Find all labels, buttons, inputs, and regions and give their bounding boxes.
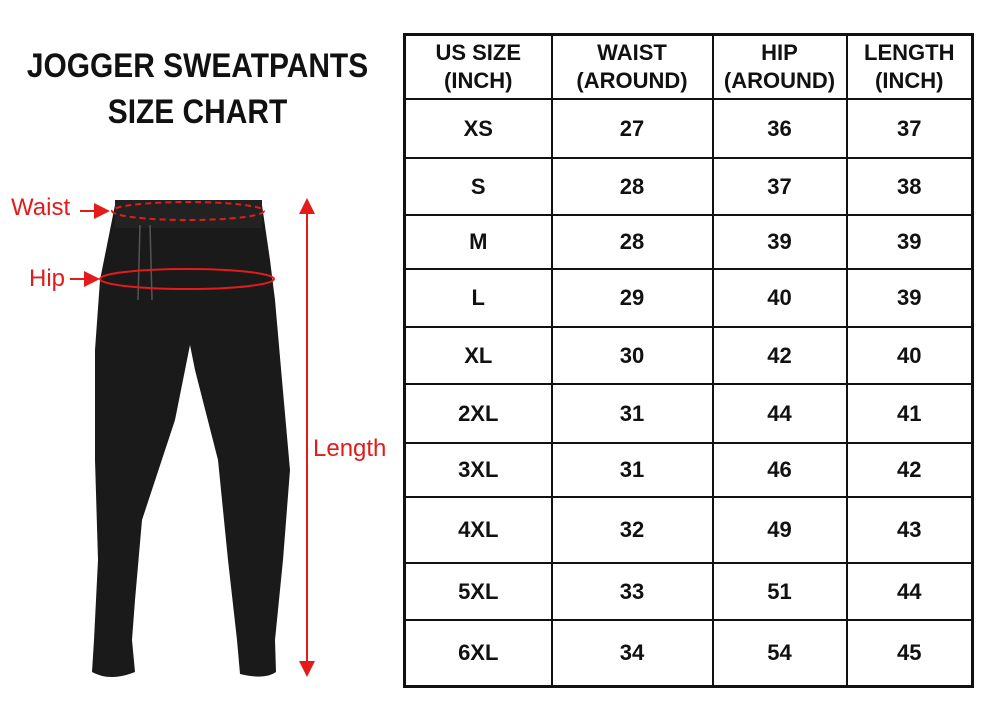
- table-row: 5XL 33 51 44: [403, 562, 974, 621]
- chart-title-line1: JOGGER SWEATPANTS: [26, 47, 369, 85]
- waist-cell: 27: [550, 98, 714, 159]
- length-label: Length: [313, 435, 387, 462]
- table-row: 6XL 34 54 45: [403, 619, 974, 687]
- hip-cell: 44: [711, 383, 848, 444]
- size-cell: 4XL: [403, 496, 553, 564]
- hip-cell: 49: [711, 496, 848, 564]
- size-cell: 3XL: [403, 442, 553, 498]
- table-row: L 29 40 39: [403, 268, 974, 328]
- size-cell: 6XL: [403, 619, 553, 687]
- table-row: 3XL 31 46 42: [403, 442, 974, 498]
- length-cell: 41: [845, 383, 974, 444]
- size-cell: 2XL: [403, 383, 553, 444]
- length-cell: 37: [845, 98, 974, 159]
- waist-cell: 28: [550, 157, 714, 216]
- pants-illustration: [70, 198, 315, 677]
- size-cell: S: [403, 157, 553, 216]
- hip-label: Hip: [29, 265, 66, 292]
- length-cell: 45: [845, 619, 974, 687]
- waist-marker: [111, 201, 265, 221]
- size-table: US SIZE (INCH) WAIST (AROUND) HIP (AROUND) …: [403, 33, 974, 688]
- size-cell: XL: [403, 326, 553, 385]
- hip-cell: 37: [711, 157, 848, 216]
- length-cell: 43: [845, 496, 974, 564]
- length-cell: 38: [845, 157, 974, 216]
- hip-cell: 46: [711, 442, 848, 498]
- waist-cell: 30: [550, 326, 714, 385]
- length-cell: 39: [845, 268, 974, 328]
- table-header-row: US SIZE (INCH) WAIST (AROUND) HIP (AROUND) …: [403, 33, 974, 100]
- hip-cell: 54: [711, 619, 848, 687]
- header-length: LENGTH (INCH): [845, 33, 974, 100]
- hip-cell: 39: [711, 214, 848, 270]
- table-row: XS 27 36 37: [403, 98, 974, 159]
- chart-title-line2: SIZE CHART: [107, 93, 288, 131]
- table-row: S 28 37 38: [403, 157, 974, 216]
- hip-cell: 40: [711, 268, 848, 328]
- table-row: 2XL 31 44 41: [403, 383, 974, 444]
- waist-cell: 31: [550, 442, 714, 498]
- hip-marker: [99, 268, 275, 290]
- length-cell: 42: [845, 442, 974, 498]
- length-cell: 40: [845, 326, 974, 385]
- length-cell: 44: [845, 562, 974, 621]
- waist-cell: 31: [550, 383, 714, 444]
- waist-cell: 28: [550, 214, 714, 270]
- hip-cell: 51: [711, 562, 848, 621]
- size-cell: L: [403, 268, 553, 328]
- header-hip: HIP (AROUND): [711, 33, 848, 100]
- table-row: M 28 39 39: [403, 214, 974, 270]
- header-us-size: US SIZE (INCH): [403, 33, 553, 100]
- table-row: 4XL 32 49 43: [403, 496, 974, 564]
- waist-label: Waist: [11, 194, 71, 221]
- waist-cell: 34: [550, 619, 714, 687]
- size-cell: 5XL: [403, 562, 553, 621]
- hip-cell: 42: [711, 326, 848, 385]
- hip-cell: 36: [711, 98, 848, 159]
- header-waist: WAIST (AROUND): [550, 33, 714, 100]
- waist-cell: 29: [550, 268, 714, 328]
- waist-cell: 33: [550, 562, 714, 621]
- length-cell: 39: [845, 214, 974, 270]
- table-row: XL 30 42 40: [403, 326, 974, 385]
- size-cell: M: [403, 214, 553, 270]
- waist-cell: 32: [550, 496, 714, 564]
- size-cell: XS: [403, 98, 553, 159]
